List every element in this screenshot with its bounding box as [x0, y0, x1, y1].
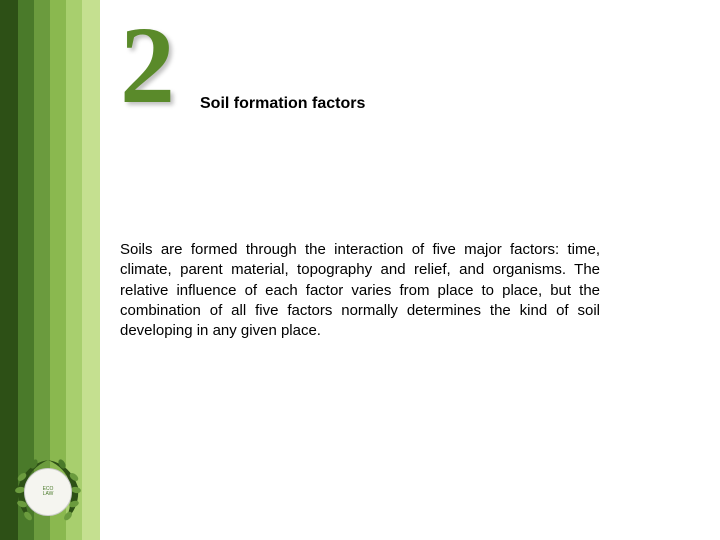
section-title: Soil formation factors — [200, 95, 365, 113]
body-paragraph: Soils are formed through the interaction… — [120, 240, 600, 341]
logo-center: ECO LAW — [24, 468, 72, 516]
section-number: 2 — [120, 10, 175, 120]
content-area: 2 Soil formation factors Soils are forme… — [120, 0, 680, 540]
logo-text-2: LAW — [43, 492, 54, 498]
logo-badge: ECO LAW — [8, 452, 88, 532]
